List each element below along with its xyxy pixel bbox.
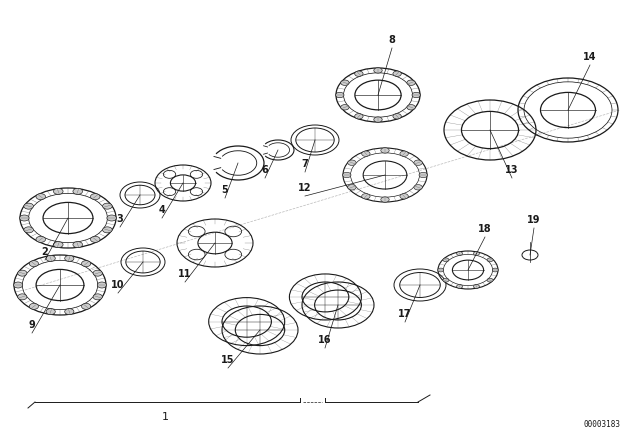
Ellipse shape — [412, 92, 420, 98]
Text: 14: 14 — [583, 52, 596, 62]
Ellipse shape — [46, 255, 55, 261]
Ellipse shape — [29, 303, 38, 309]
Ellipse shape — [340, 104, 349, 110]
Ellipse shape — [24, 227, 33, 233]
Ellipse shape — [90, 237, 100, 242]
Text: 3: 3 — [116, 214, 124, 224]
Text: 1: 1 — [161, 412, 168, 422]
Ellipse shape — [381, 197, 389, 202]
Ellipse shape — [474, 252, 479, 255]
Ellipse shape — [443, 278, 449, 282]
Ellipse shape — [362, 151, 370, 156]
Ellipse shape — [107, 215, 116, 221]
Ellipse shape — [487, 258, 493, 262]
Ellipse shape — [18, 294, 27, 300]
Ellipse shape — [374, 68, 382, 73]
Text: 15: 15 — [221, 355, 235, 365]
Ellipse shape — [102, 227, 112, 233]
Ellipse shape — [19, 215, 29, 221]
Ellipse shape — [65, 255, 74, 261]
Ellipse shape — [73, 241, 83, 248]
Ellipse shape — [492, 268, 499, 272]
Text: 13: 13 — [505, 165, 519, 175]
Text: 9: 9 — [29, 320, 35, 330]
Text: 4: 4 — [159, 205, 165, 215]
Ellipse shape — [46, 309, 55, 314]
Text: 7: 7 — [301, 159, 308, 169]
Ellipse shape — [342, 172, 351, 178]
Ellipse shape — [81, 303, 91, 309]
Text: 17: 17 — [398, 309, 412, 319]
Text: 16: 16 — [318, 335, 332, 345]
Ellipse shape — [18, 270, 27, 276]
Ellipse shape — [438, 268, 444, 272]
Ellipse shape — [65, 309, 74, 314]
Ellipse shape — [102, 203, 112, 209]
Text: 6: 6 — [262, 165, 268, 175]
Ellipse shape — [90, 194, 100, 200]
Text: 19: 19 — [527, 215, 541, 225]
Ellipse shape — [414, 185, 422, 190]
Ellipse shape — [81, 261, 91, 267]
Ellipse shape — [93, 294, 102, 300]
Text: 10: 10 — [111, 280, 125, 290]
Text: 11: 11 — [179, 269, 192, 279]
Ellipse shape — [487, 278, 493, 282]
Ellipse shape — [355, 71, 363, 77]
Ellipse shape — [13, 282, 23, 288]
Text: 00003183: 00003183 — [583, 420, 620, 429]
Ellipse shape — [348, 185, 356, 190]
Text: 12: 12 — [298, 183, 312, 193]
Ellipse shape — [348, 160, 356, 165]
Ellipse shape — [340, 80, 349, 86]
Ellipse shape — [407, 80, 415, 86]
Ellipse shape — [374, 117, 382, 122]
Ellipse shape — [393, 71, 401, 77]
Ellipse shape — [73, 189, 83, 194]
Ellipse shape — [36, 237, 45, 242]
Text: 18: 18 — [478, 224, 492, 234]
Ellipse shape — [335, 92, 344, 98]
Ellipse shape — [93, 270, 102, 276]
Text: 8: 8 — [388, 35, 396, 45]
Text: 5: 5 — [221, 185, 228, 195]
Ellipse shape — [419, 172, 428, 178]
Ellipse shape — [29, 261, 38, 267]
Ellipse shape — [24, 203, 33, 209]
Ellipse shape — [414, 160, 422, 165]
Text: 2: 2 — [42, 247, 49, 257]
Ellipse shape — [456, 284, 463, 289]
Ellipse shape — [36, 194, 45, 200]
Ellipse shape — [355, 114, 363, 119]
Ellipse shape — [97, 282, 106, 288]
Ellipse shape — [54, 189, 63, 194]
Ellipse shape — [400, 194, 408, 199]
Ellipse shape — [443, 258, 449, 262]
Ellipse shape — [400, 151, 408, 156]
Ellipse shape — [393, 114, 401, 119]
Ellipse shape — [407, 104, 415, 110]
Ellipse shape — [54, 241, 63, 248]
Ellipse shape — [474, 284, 479, 289]
Ellipse shape — [381, 148, 389, 153]
Ellipse shape — [362, 194, 370, 199]
Ellipse shape — [456, 252, 463, 255]
